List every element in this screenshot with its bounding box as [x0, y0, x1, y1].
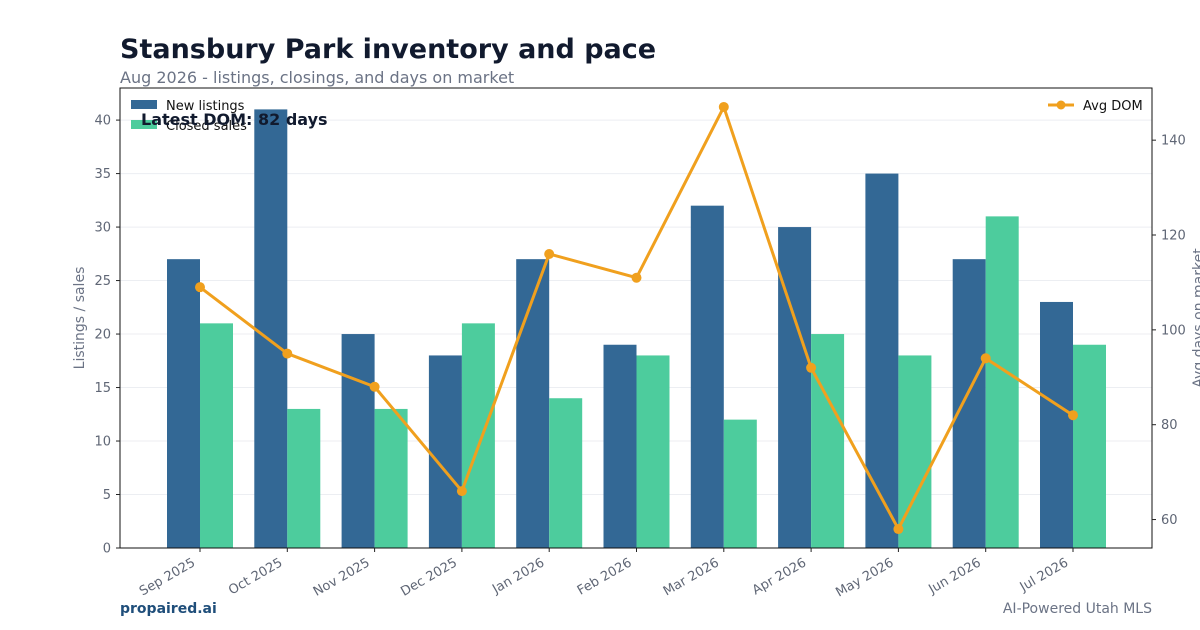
y2-tick-label: 60: [1161, 513, 1178, 528]
x-tick-label: Sep 2025: [137, 555, 198, 599]
y-tick-label: 30: [94, 221, 111, 236]
avg-dom-point: [718, 101, 729, 112]
bar-new-listings: [865, 173, 899, 548]
x-tick-label: Nov 2025: [311, 555, 373, 599]
x-tick-label: Oct 2025: [226, 555, 285, 598]
y-tick-label: 20: [94, 328, 111, 343]
bar-closed-sales: [723, 419, 757, 548]
avg-dom-point: [806, 362, 817, 373]
y-tick-label: 35: [94, 167, 111, 182]
bar-closed-sales: [811, 334, 845, 548]
bar-series: [167, 109, 1106, 549]
bar-new-listings: [516, 259, 550, 548]
avg-dom-point: [1068, 410, 1078, 421]
chart-title: Stansbury Park inventory and pace: [120, 34, 657, 65]
avg-dom-point: [980, 353, 991, 364]
bar-new-listings: [778, 227, 812, 548]
bar-closed-sales: [200, 323, 233, 548]
brand-logo-text: propaired.ai: [120, 601, 217, 617]
avg-dom-point: [893, 524, 904, 535]
y-tick-label: 10: [94, 435, 111, 450]
bar-closed-sales: [636, 355, 670, 548]
bar-new-listings: [428, 355, 462, 548]
y-tick-label: 5: [103, 488, 111, 503]
legend-label-closed-sales: Closed sales: [166, 119, 247, 134]
y-tick-label: 15: [94, 381, 111, 396]
bar-new-listings: [254, 109, 288, 548]
bar-closed-sales: [287, 408, 321, 548]
legend-marker-avg-dom: [1056, 100, 1066, 110]
x-tick-label: Jul 2026: [1017, 555, 1071, 595]
x-tick-label: Jan 2026: [489, 555, 547, 597]
chart-subtitle: Aug 2026 - listings, closings, and days …: [120, 68, 515, 87]
bar-new-listings: [952, 259, 986, 548]
y2-axis-title: Avg days on market: [1191, 248, 1200, 388]
bar-new-listings: [341, 334, 375, 548]
y-tick-label: 40: [94, 114, 111, 129]
y2-tick-label: 100: [1161, 323, 1186, 338]
bar-new-listings: [167, 259, 200, 548]
bar-closed-sales: [549, 398, 583, 548]
avg-dom-point: [369, 381, 380, 392]
x-tick-label: Apr 2026: [750, 555, 809, 598]
avg-dom-point: [631, 272, 642, 283]
x-tick-label: Dec 2025: [398, 555, 460, 599]
y2-tick-label: 140: [1161, 134, 1186, 149]
bar-new-listings: [690, 205, 724, 548]
x-tick-label: Jun 2026: [926, 555, 984, 597]
latest-dom-annotation: Latest DOM: 82 days: [141, 110, 328, 129]
x-tick-label: Feb 2026: [575, 555, 635, 598]
x-tick-label: Mar 2026: [661, 555, 722, 599]
y2-tick-label: 80: [1161, 418, 1178, 433]
avg-dom-point: [195, 282, 205, 293]
legend-right: Avg DOM: [1048, 99, 1143, 114]
avg-dom-point: [456, 486, 467, 497]
y-tick-label: 0: [103, 542, 111, 557]
y2-tick-label: 120: [1161, 229, 1186, 244]
legend-label-avg-dom: Avg DOM: [1083, 99, 1143, 114]
legend-left: New listings Closed sales: [131, 99, 247, 134]
line-series: [195, 101, 1078, 535]
legend-swatch-closed-sales: [131, 120, 157, 129]
bar-new-listings: [1040, 301, 1073, 548]
y-axis-title: Listings / sales: [72, 267, 88, 370]
bar-closed-sales: [461, 323, 495, 548]
legend-label-new-listings: New listings: [166, 99, 245, 114]
y-tick-label: 25: [94, 274, 111, 289]
bar-new-listings: [603, 344, 637, 548]
bar-closed-sales: [1073, 344, 1106, 548]
bar-closed-sales: [985, 216, 1019, 549]
avg-dom-point: [544, 248, 555, 259]
x-tick-label: May 2026: [833, 555, 896, 600]
bar-closed-sales: [374, 408, 408, 548]
legend-swatch-new-listings: [131, 100, 157, 109]
avg-dom-point: [282, 348, 293, 359]
tagline: AI-Powered Utah MLS: [1002, 601, 1152, 617]
